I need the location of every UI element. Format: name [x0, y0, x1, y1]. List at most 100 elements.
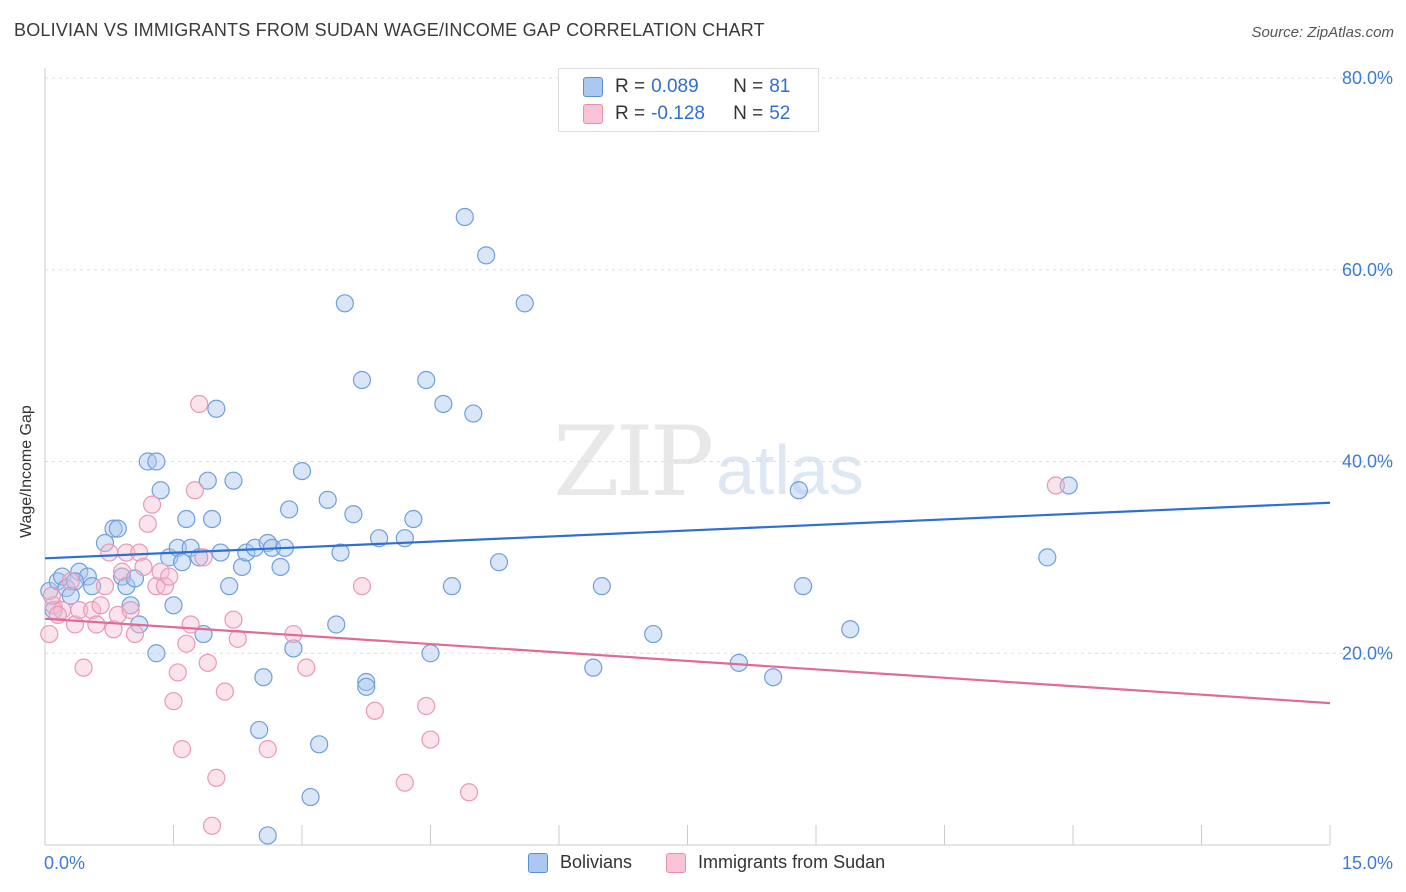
sudan-point: [130, 543, 149, 562]
correlation-legend: R = 0.089 N = 81 R = -0.128 N = 52: [558, 68, 819, 132]
sudan-point: [215, 682, 234, 701]
bolivians-point: [164, 596, 183, 615]
sudan-point: [224, 610, 243, 629]
legend-swatch-bolivians: [583, 77, 603, 97]
bolivians-point: [83, 577, 102, 596]
sudan-point: [91, 596, 110, 615]
bolivians-trend-line: [44, 501, 1331, 560]
bolivians-point: [250, 720, 269, 740]
bolivians-point: [515, 294, 534, 313]
legend-n-label: N =: [733, 76, 764, 97]
sudan-point: [181, 615, 200, 634]
y-tick-label: 40.0%: [1342, 452, 1393, 472]
bolivians-point: [442, 577, 462, 596]
sudan-point: [190, 394, 209, 414]
bolivians-point: [310, 735, 329, 754]
sudan-point: [198, 653, 217, 672]
bolivians-point: [404, 509, 423, 529]
legend-n-label: N =: [733, 103, 764, 124]
legend-n-value: 81: [769, 76, 791, 97]
sudan-point: [151, 562, 170, 581]
bolivians-point: [207, 399, 226, 418]
sudan-point: [459, 783, 479, 802]
sudan-point: [70, 601, 89, 620]
series-swatch-bolivians: [528, 852, 548, 873]
sudan-point: [134, 557, 153, 577]
sudan-point: [194, 548, 213, 567]
bolivians-point: [489, 553, 509, 572]
sudan-point: [42, 586, 61, 605]
bolivians-point: [202, 509, 222, 529]
sudan-point: [142, 495, 162, 514]
sudan-point: [155, 577, 175, 596]
sudan-point: [95, 577, 115, 596]
bolivians-point: [190, 548, 209, 567]
bolivians-point: [292, 461, 312, 481]
sudan-point: [125, 624, 145, 644]
bolivians-point: [147, 644, 166, 663]
sudan-point: [168, 663, 187, 682]
legend-row-sudan: R = -0.128 N = 52: [583, 101, 790, 127]
sudan-point: [207, 768, 226, 787]
sudan-point: [421, 730, 440, 749]
sudan-point: [117, 543, 136, 562]
sudan-point: [172, 740, 192, 759]
legend-r-value: 0.089: [651, 76, 699, 97]
bolivians-point: [421, 644, 440, 663]
bolivians-point: [455, 207, 474, 227]
bolivians-point: [151, 481, 170, 500]
series-legend-item-sudan[interactable]: Immigrants from Sudan: [666, 852, 885, 873]
y-tick-label: 80.0%: [1342, 68, 1393, 88]
sudan-point: [352, 577, 372, 596]
series-legend-item-bolivians[interactable]: Bolivians: [528, 852, 632, 873]
sudan-point: [177, 634, 196, 653]
legend-n-value: 52: [769, 103, 791, 124]
bolivians-point: [331, 543, 350, 562]
sudan-point: [297, 658, 316, 677]
bolivians-point: [121, 596, 140, 615]
sudan-point: [185, 481, 205, 500]
series-legend: Bolivians Immigrants from Sudan: [528, 852, 919, 873]
legend-swatch-sudan: [583, 104, 603, 124]
x-tick-label-max: 15.0%: [1342, 853, 1393, 873]
bolivians-point: [172, 553, 192, 572]
bolivians-point: [434, 394, 453, 414]
bolivians-point: [417, 370, 436, 390]
sudan-point: [228, 629, 247, 648]
legend-row-bolivians: R = 0.089 N = 81: [583, 74, 790, 100]
sudan-point: [258, 740, 277, 759]
bolivians-point: [301, 787, 320, 807]
bolivians-point: [789, 481, 808, 500]
sudan-point: [40, 624, 59, 644]
sudan-point: [365, 701, 384, 720]
bolivians-point: [357, 677, 376, 696]
sudan-point: [417, 696, 436, 716]
bolivians-point: [104, 519, 123, 538]
bolivians-point: [220, 577, 239, 596]
bolivians-point: [61, 586, 80, 605]
sudan-point: [104, 620, 123, 639]
bolivians-point: [477, 246, 496, 265]
series-swatch-sudan: [666, 852, 687, 873]
bolivians-point: [357, 672, 376, 692]
bolivians-point: [198, 471, 217, 490]
sudan-point: [202, 816, 222, 835]
bolivians-point: [237, 543, 256, 562]
bolivians-point: [318, 490, 337, 509]
series-label-bolivians: Bolivians: [560, 852, 633, 872]
bolivians-point: [177, 509, 196, 529]
bolivians-point: [644, 624, 663, 644]
sudan-point: [61, 572, 80, 591]
bolivians-point: [395, 529, 414, 548]
bolivians-point: [1038, 548, 1057, 567]
sudan-point: [83, 601, 102, 620]
source-label: Source: ZipAtlas.com: [1251, 24, 1394, 41]
bolivians-point: [327, 615, 346, 634]
bolivians-point: [592, 577, 611, 596]
bolivians-point: [335, 294, 354, 313]
bolivians-point: [65, 572, 85, 591]
sudan-trend-line: [44, 617, 1331, 705]
watermark-atlas: atlas: [716, 431, 864, 509]
bolivians-point: [1059, 476, 1078, 495]
